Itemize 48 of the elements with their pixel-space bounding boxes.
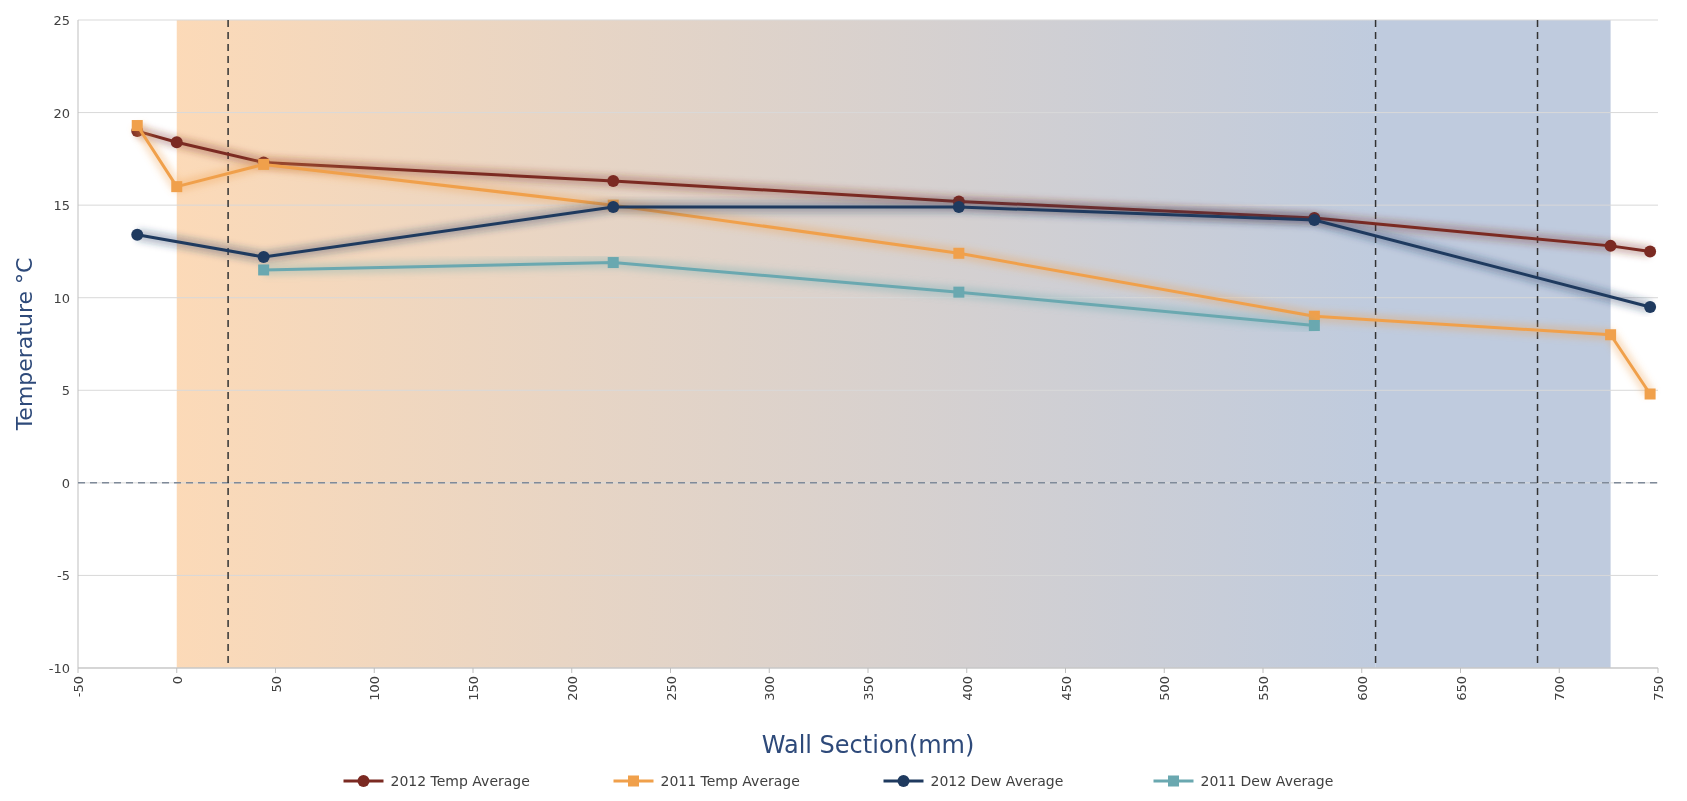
point (953, 247, 965, 259)
point (131, 228, 144, 241)
x-tick-label: 0 (169, 676, 185, 685)
legend-label: 2012 Temp Average (390, 773, 530, 789)
point (1604, 239, 1617, 252)
x-tick-label: 500 (1157, 676, 1173, 701)
y-tick-label: 10 (53, 290, 70, 306)
y-tick-label: 20 (53, 105, 70, 121)
point (1605, 329, 1617, 341)
point (1644, 245, 1657, 258)
x-axis-title: Wall Section(mm) (761, 731, 975, 759)
point (171, 181, 183, 193)
y-tick-label: -10 (48, 661, 70, 676)
point (170, 136, 183, 149)
point (1644, 388, 1656, 400)
point (952, 200, 965, 213)
point (607, 175, 620, 188)
y-axis-title: Temperature °C (12, 257, 37, 432)
x-tick-label: 400 (959, 676, 975, 701)
point (257, 250, 270, 263)
x-tick-label: 600 (1354, 676, 1370, 701)
point (131, 120, 143, 132)
x-tick-label: 150 (466, 676, 481, 701)
point (1644, 300, 1657, 313)
x-tick-label: 200 (564, 676, 580, 701)
legend-label: 2011 Dew Average (1200, 773, 1334, 789)
y-tick-label: 0 (61, 475, 70, 491)
y-tick-label: 5 (61, 383, 70, 399)
legend-label: 2012 Dew Average (930, 773, 1064, 789)
point (1308, 319, 1320, 331)
y-tick-label: 25 (53, 13, 70, 28)
y-tick-label: 15 (53, 198, 70, 214)
x-tick-label: 550 (1256, 676, 1271, 701)
point (953, 286, 965, 298)
x-tick-label: 700 (1552, 676, 1568, 701)
x-tick-label: 250 (663, 676, 679, 701)
x-tick-label: 350 (861, 676, 876, 701)
x-tick-label: 100 (367, 676, 383, 701)
legend-label: 2011 Temp Average (660, 773, 800, 789)
point (607, 257, 619, 269)
x-tick-label: 50 (268, 676, 284, 693)
x-tick-label: -50 (71, 676, 86, 698)
y-tick-label: -5 (57, 568, 70, 584)
x-tick-label: 450 (1058, 676, 1074, 701)
point (258, 264, 270, 276)
x-tick-label: 750 (1651, 676, 1666, 701)
x-tick-label: 650 (1453, 676, 1469, 701)
x-tick-label: 300 (762, 676, 778, 701)
